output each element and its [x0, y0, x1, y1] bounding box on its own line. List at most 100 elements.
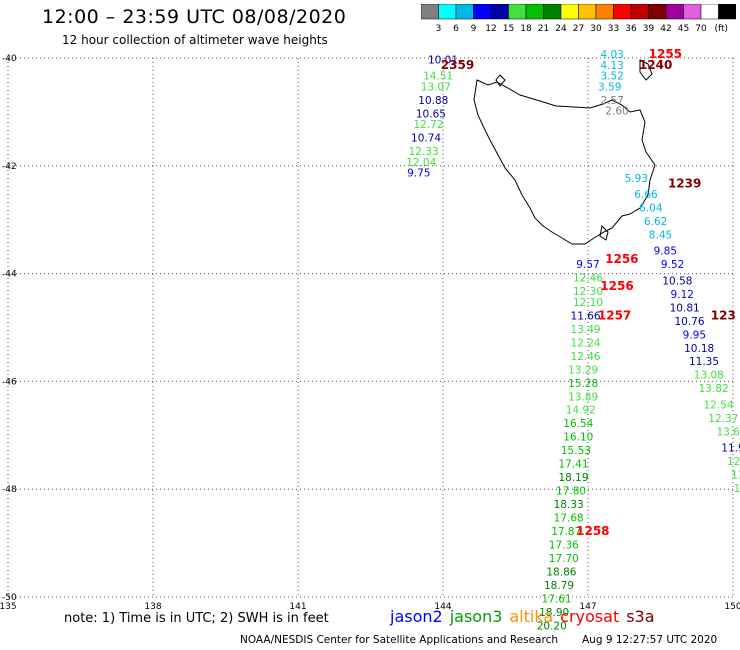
furneaux-island [639, 59, 653, 81]
wave-height-label: 10.74 [411, 133, 441, 145]
colorbar-label: 24 [555, 24, 567, 34]
page-subtitle: 12 hour collection of altimeter wave hei… [62, 33, 328, 47]
bruny-island [599, 224, 609, 241]
wave-height-label: 10.58 [662, 275, 692, 287]
lat-tick-label: -46 [2, 377, 17, 387]
colorbar-label: 70 [695, 24, 707, 34]
wave-height-label: 18.19 [558, 472, 588, 484]
wave-height-label: 13.08 [694, 370, 724, 382]
pass-time-label: 1239 [668, 176, 701, 190]
wave-height-label: 20.20 [537, 620, 567, 632]
wave-height-label: 12.33 [409, 146, 439, 158]
wave-height-label: 10.76 [674, 316, 704, 328]
wave-height-label: 3.52 [600, 71, 623, 83]
wave-height-label: 12.54 [703, 399, 733, 411]
king-island [495, 74, 506, 87]
colorbar-swatch [718, 4, 736, 20]
wave-height-label: 4.03 [600, 49, 623, 61]
wave-height-label: 11.66 [571, 310, 601, 322]
wave-height-label: 18.79 [544, 580, 574, 592]
lon-tick-label: 150 [724, 602, 740, 612]
wave-height-label: 11.35 [689, 356, 719, 368]
lon-tick-label: 144 [434, 602, 451, 612]
wave-height-label: 14.51 [423, 71, 453, 83]
wave-height-label: 15.28 [568, 378, 598, 390]
wave-height-label: 12.10 [573, 297, 603, 309]
legend-jason2: jason2 [390, 607, 443, 626]
wave-height-label: 17.41 [558, 459, 588, 471]
credit-line: NOAA/NESDIS Center for Satellite Applica… [240, 634, 558, 646]
colorbar-label: 36 [625, 24, 637, 34]
colorbar-label: 42 [660, 24, 671, 34]
wave-height-label: 12.46 [573, 273, 603, 285]
legend-cryosat: cryosat [560, 607, 620, 626]
wave-height-label: 6.62 [644, 216, 667, 228]
colorbar-label: 27 [573, 24, 584, 34]
wave-height-label: 18.86 [546, 566, 576, 578]
wave-height-label: 12.24 [571, 337, 601, 349]
wave-height-label: 10.81 [670, 302, 700, 314]
pass-time-label: 1256 [605, 252, 638, 266]
wave-height-label: 9.85 [654, 246, 677, 258]
wave-height-label: 13.82 [699, 383, 729, 395]
wave-height-label: 12.37 [708, 413, 738, 425]
wave-height-label: 9.75 [407, 168, 430, 180]
wave-height-label: 2.57 [600, 95, 623, 107]
wave-height-label: 17.80 [556, 486, 586, 498]
colorbar-unit: (ft) [715, 24, 729, 34]
wave-height-label: 9.57 [576, 259, 599, 271]
tasmania-outline [473, 79, 656, 245]
pass-time-label: 1255 [649, 47, 682, 61]
lat-tick-label: -48 [2, 485, 17, 495]
wave-height-label: 18.33 [554, 499, 584, 511]
wave-height-label: 2.60 [605, 106, 628, 118]
wave-height-label: 9.12 [671, 289, 694, 301]
tasmania-coastline [473, 59, 656, 245]
colorbar-label: 9 [471, 24, 477, 34]
wave-height-label: 12.30 [573, 286, 603, 298]
wave-height-label: 12.72 [413, 119, 443, 131]
pass-time-label: 1258 [576, 524, 609, 538]
colorbar-label: 30 [590, 24, 602, 34]
legend-altika: altika [509, 607, 554, 626]
wave-height-label: 4.13 [600, 60, 623, 72]
legend-s3a: s3a [626, 607, 655, 626]
wave-height-label: 12.04 [406, 157, 436, 169]
wave-height-label: 6.04 [639, 203, 663, 215]
pass-time-label: 123 [711, 308, 736, 322]
wave-height-label: 13.6 [716, 426, 740, 438]
wave-height-label: 11.9 [721, 442, 740, 454]
wave-height-label: 9.52 [661, 259, 684, 271]
lat-tick-label: -50 [2, 593, 17, 603]
wave-height-label: 17.36 [549, 539, 579, 551]
colorbar-label: 6 [453, 24, 459, 34]
lon-tick-label: 147 [579, 602, 596, 612]
lat-tick-label: -44 [2, 270, 17, 280]
colorbar-label: 21 [538, 24, 549, 34]
satellite-legend: jason2 jason3 altika cryosat s3a [390, 607, 662, 626]
lat-tick-label: -42 [2, 162, 17, 172]
lon-tick-label: 141 [289, 602, 306, 612]
page-title: 12:00 – 23:59 UTC 08/08/2020 [42, 6, 347, 28]
colorbar-label: 3 [436, 24, 442, 34]
lon-tick-label: 135 [0, 602, 17, 612]
wave-height-label: 15.53 [561, 445, 591, 457]
lon-tick-label: 138 [144, 602, 161, 612]
wave-height-label: 16.54 [563, 418, 593, 430]
wave-height-label: 12.46 [571, 351, 601, 363]
colorbar-label: 33 [608, 24, 619, 34]
pass-time-label: 1257 [598, 308, 631, 322]
colorbar-label: 15 [503, 24, 514, 34]
wave-height-label: 10.18 [684, 343, 714, 355]
wave-height-label: 18.90 [539, 607, 569, 619]
wave-height-label: 3.59 [598, 81, 621, 93]
pass-time-label: 2359 [441, 58, 474, 72]
generated-timestamp: Aug 9 12:27:57 UTC 2020 [582, 634, 718, 646]
pass-time-label: 1240 [639, 58, 672, 72]
colorbar-label: 18 [520, 24, 532, 34]
colorbar-label: 12 [485, 24, 496, 34]
wave-height-label: 13.29 [568, 364, 598, 376]
